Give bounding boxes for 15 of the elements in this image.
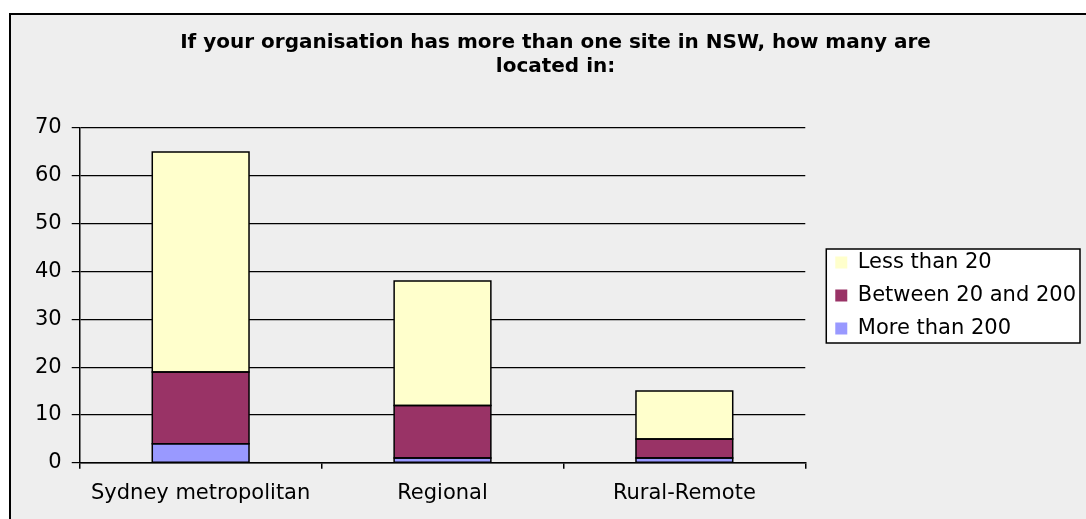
y-tick-label: 10 xyxy=(34,401,62,426)
y-tick-label: 20 xyxy=(34,353,62,378)
y-tick-label: 70 xyxy=(34,114,62,139)
y-tick-label: 50 xyxy=(34,210,62,235)
x-tick-label: Regional xyxy=(397,479,488,504)
y-tick-label: 0 xyxy=(48,449,62,474)
y-tick-label: 40 xyxy=(34,257,62,282)
chart-title: If your organisation has more than one site in NSW, how many are located in: xyxy=(180,29,931,78)
legend-label: More than 200 xyxy=(857,314,1011,339)
y-tick-label: 60 xyxy=(34,162,62,187)
y-tick-label: 30 xyxy=(34,305,62,330)
legend-label: Less than 20 xyxy=(857,248,992,273)
legend-label: Between 20 and 200 xyxy=(857,281,1077,306)
x-tick-label: Rural-Remote xyxy=(612,479,756,504)
x-tick-label: Sydney metropolitan xyxy=(90,479,311,504)
